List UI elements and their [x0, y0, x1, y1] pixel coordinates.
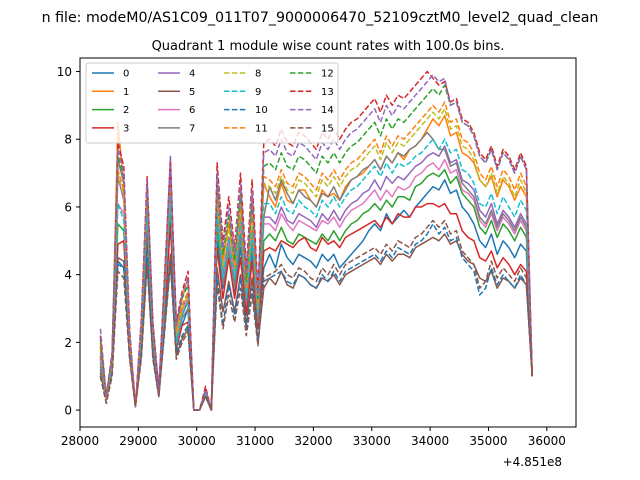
- legend-label-0: 0: [123, 69, 129, 80]
- y-tick-label: 8: [64, 133, 72, 147]
- legend-label-9: 9: [255, 87, 261, 98]
- series-line-9: [99, 138, 533, 411]
- legend-label-11: 11: [255, 123, 268, 134]
- legend-label-7: 7: [189, 123, 195, 134]
- legend-label-1: 1: [123, 87, 129, 98]
- legend-label-14: 14: [321, 105, 334, 116]
- y-tick-label: 10: [57, 65, 72, 79]
- figure-suptitle: n file: modeM0/AS1C09_011T07_9000006470_…: [42, 10, 599, 26]
- x-offset-label: +4.851e8: [503, 455, 562, 469]
- x-tick-label: 33000: [353, 434, 391, 448]
- chart-title: Quadrant 1 module wise count rates with …: [152, 39, 505, 54]
- legend-label-6: 6: [189, 105, 195, 116]
- y-tick-label: 6: [64, 200, 72, 214]
- x-tick-label: 28000: [61, 434, 99, 448]
- y-tick-label: 4: [64, 268, 72, 282]
- axes-frame: [79, 57, 577, 428]
- legend-label-4: 4: [189, 69, 195, 80]
- legend-box: [85, 62, 339, 144]
- x-tick-label: 36000: [528, 434, 566, 448]
- legend-label-3: 3: [123, 123, 129, 134]
- series-line-15: [99, 219, 533, 411]
- y-tick-label: 2: [64, 336, 72, 350]
- legend-label-5: 5: [189, 87, 195, 98]
- series-line-10: [99, 223, 533, 411]
- legend-label-15: 15: [321, 123, 334, 134]
- legend-label-2: 2: [123, 105, 129, 116]
- series-line-14: [99, 74, 533, 411]
- y-axis: 0 2 4 6 8 10: [57, 65, 80, 418]
- x-tick-label: 31000: [236, 434, 274, 448]
- legend-label-8: 8: [255, 69, 261, 80]
- x-tick-label: 30000: [178, 434, 216, 448]
- series-line-3: [99, 202, 533, 411]
- plot-area: [99, 70, 533, 411]
- y-tick-label: 0: [64, 404, 72, 418]
- x-tick-label: 35000: [469, 434, 507, 448]
- x-axis: 28000 29000 30000 31000 32000 33000 34000 35000…: [61, 427, 566, 448]
- legend-label-12: 12: [321, 69, 334, 80]
- x-tick-label: 29000: [119, 434, 157, 448]
- x-tick-label: 32000: [294, 434, 332, 448]
- x-tick-label: 34000: [411, 434, 449, 448]
- legend-label-13: 13: [321, 87, 334, 98]
- legend-label-10: 10: [255, 105, 268, 116]
